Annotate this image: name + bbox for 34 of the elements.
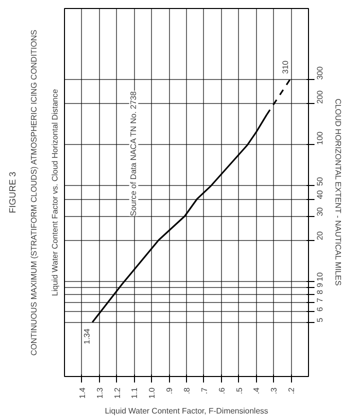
x-tick-label: .4 <box>252 386 262 394</box>
y-tick-label: 8 <box>316 289 324 294</box>
x-tick-label: 1.3 <box>95 386 104 399</box>
text: CONTINUOUS MAXIMUM (STRATIFORM CLOUDS) ATMOSPHERIC ICING CONDITIONS <box>30 30 38 356</box>
y-axis-title: CLOUD HORIZONTAL EXTENT - NAUTICAL MILES <box>334 98 342 286</box>
y-tick-label: 300 <box>316 66 324 80</box>
x-tick-label: .8 <box>182 386 192 394</box>
y-tick-label: 100 <box>316 130 324 145</box>
y-tick-label: 200 <box>316 90 324 104</box>
x-tick-label: .9 <box>165 386 174 394</box>
x-tick-label: 1.1 <box>130 386 140 399</box>
x-tick-label: .3 <box>270 386 279 394</box>
y-tick-label: 30 <box>316 206 324 216</box>
annotation: Source of Data NACA TN No. 2738 <box>129 90 138 216</box>
y-tick-label: 50 <box>316 176 324 186</box>
x-tick-label: .6 <box>217 386 226 394</box>
y-tick-label: 40 <box>316 190 324 200</box>
text: FIGURE 3 <box>8 172 18 214</box>
y-tick-label: 20 <box>316 230 324 240</box>
x-tick-label: 1.4 <box>78 386 87 399</box>
x-tick-label: 1.2 <box>112 386 122 399</box>
text: Liquid Water Content Factor vs. Cloud Horizontal Distance <box>50 88 60 296</box>
annotation: 1.34 <box>82 328 92 344</box>
y-tick-label: 7 <box>316 297 324 302</box>
y-tick-label: 9 <box>316 282 324 288</box>
x-tick-label: 1.0 <box>148 386 157 399</box>
x-tick-label: .2 <box>287 386 296 394</box>
annotation: 310 <box>281 60 290 74</box>
y-tick-label: 5 <box>316 317 324 322</box>
x-tick-label: .7 <box>200 386 209 394</box>
x-axis-title: Liquid Water Content Factor, F-Dimensionless <box>104 406 268 416</box>
y-tick-label: 10 <box>316 272 324 282</box>
y-tick-label: 6 <box>316 306 324 312</box>
x-tick-label: .5 <box>234 386 244 394</box>
